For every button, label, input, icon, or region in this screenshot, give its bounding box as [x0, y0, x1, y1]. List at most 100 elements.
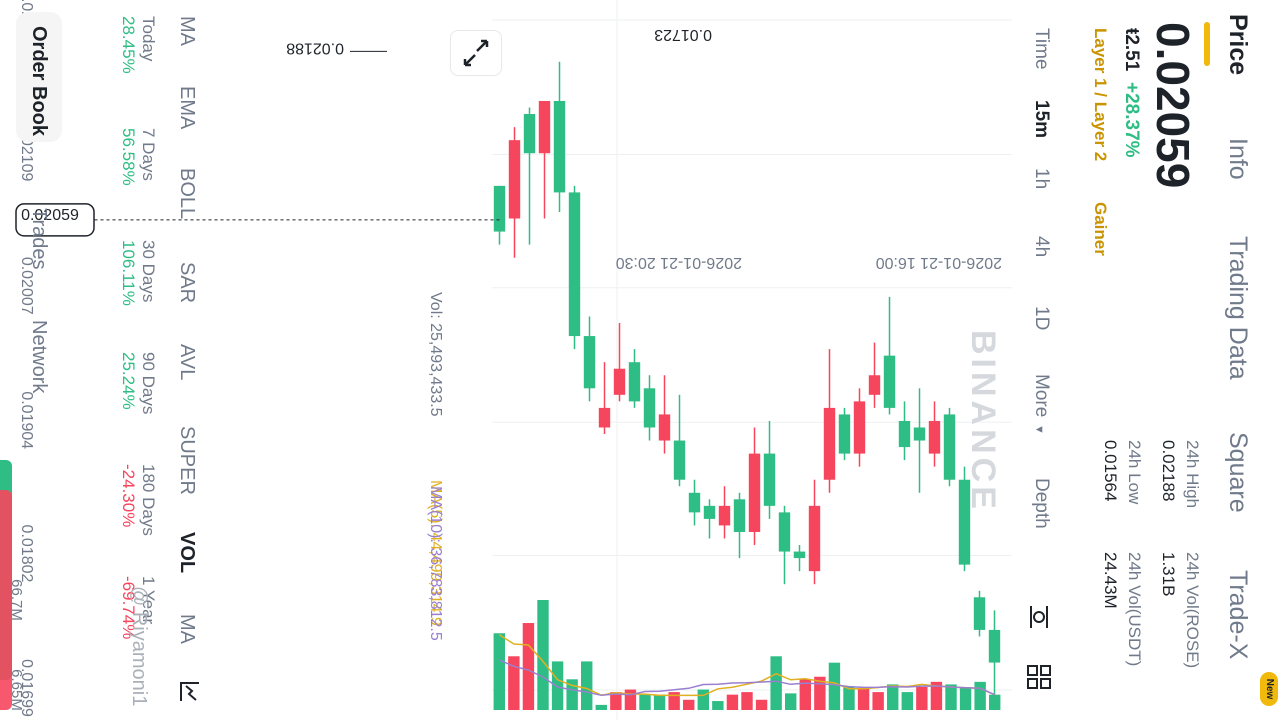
candle-body: [778, 512, 791, 552]
volume-bar: [581, 661, 593, 710]
tab-trades[interactable]: Trades: [28, 208, 50, 270]
timeframe-15m[interactable]: 15m: [1031, 100, 1052, 139]
indicator-sar[interactable]: SAR: [176, 262, 198, 304]
tab-square[interactable]: Square: [1224, 432, 1252, 513]
stat-vol-base-label: 24h Vol(ROSE): [1183, 552, 1202, 669]
time-axis-label: 2026-01-21 20:30: [616, 254, 742, 271]
layout-grid-icon[interactable]: [1026, 664, 1052, 690]
volume-bar: [653, 694, 666, 711]
candle-body: [613, 368, 626, 395]
candle-body: [598, 407, 611, 428]
volume-ma-lines: [498, 634, 996, 697]
stat-vol-quote-label: 24h Vol(USDT): [1125, 552, 1144, 667]
timeframe-1h[interactable]: 1h: [1031, 168, 1052, 190]
tag-gainer[interactable]: Gainer: [1091, 202, 1110, 256]
indicator-bar: MA EMA BOLL SAR AVL SUPER VOL MA: [152, 0, 212, 720]
volume-bar: [566, 679, 578, 710]
timeframe-more[interactable]: More: [1031, 374, 1052, 418]
performance-value: 56.58%: [119, 128, 138, 186]
price-chart[interactable]: BINANCE 0.022120.021090.020070.019040.01…: [2, 0, 1012, 720]
candle-body: [583, 336, 596, 389]
performance-item: 7 Days 56.58%: [118, 128, 158, 186]
sell-button[interactable]: [0, 490, 12, 710]
candle-body: [568, 192, 581, 337]
volume-bar: [828, 662, 841, 711]
indicator-vol[interactable]: VOL: [176, 532, 198, 574]
timeframe-4h[interactable]: 4h: [1031, 236, 1052, 258]
tab-network[interactable]: Network: [28, 320, 50, 394]
candle-body: [763, 453, 776, 506]
candle-body: [913, 427, 926, 441]
performance-value: 25.24%: [119, 352, 138, 410]
volume-ma10-line: [499, 659, 996, 697]
vol-ma10: MA(10): 36,783,812.5: [427, 486, 444, 641]
tab-info[interactable]: Info: [1224, 138, 1252, 180]
volume-bar: [755, 699, 768, 711]
volume-bar: [785, 693, 797, 710]
candle-body: [748, 453, 761, 532]
tab-trading-data[interactable]: Trading Data: [1224, 236, 1252, 380]
indicator-ma[interactable]: MA: [176, 614, 198, 644]
candle-body: [688, 492, 701, 513]
timeframe-1d[interactable]: 1D: [1031, 306, 1052, 331]
volume-bar: [974, 681, 986, 711]
indicator-ema[interactable]: EMA: [176, 86, 198, 130]
indicator-super[interactable]: SUPER: [176, 426, 198, 495]
stat-high: 0.02188: [1159, 440, 1178, 502]
performance-label: Today: [139, 16, 158, 62]
chevron-down-icon[interactable]: ▼: [1033, 424, 1045, 435]
current-price-label: 0.02059: [21, 207, 79, 224]
stat-vol-quote: 24.43M: [1101, 552, 1120, 609]
volume-ma5-line: [498, 634, 996, 697]
performance-label: 7 Days: [139, 128, 158, 181]
performance-item: Today 28.45%: [118, 16, 158, 74]
volume-bar: [959, 686, 972, 711]
volume-bar: [843, 686, 855, 711]
indicator-ma[interactable]: MA: [176, 16, 198, 46]
candle-body: [718, 505, 731, 526]
volume-bar: [610, 692, 622, 710]
volume-bar: [872, 692, 884, 710]
tag-layer[interactable]: Layer 1 / Layer 2: [1091, 28, 1110, 162]
performance-value: 106.11%: [119, 240, 138, 306]
fullscreen-button[interactable]: [450, 30, 502, 76]
volume-bar: [726, 694, 739, 711]
tab-order-book[interactable]: Order Book: [28, 26, 50, 137]
expand-icon: [463, 39, 489, 67]
performance-label: 90 Days: [139, 352, 158, 415]
volume-bar: [508, 656, 520, 710]
tab-price[interactable]: Price: [1224, 14, 1252, 76]
high-marker-label: 0.02188: [286, 39, 344, 56]
candle-body: [493, 185, 506, 232]
volume-bar: [799, 679, 811, 710]
indicator-settings-icon[interactable]: [1026, 604, 1052, 630]
candle-body: [838, 414, 851, 454]
timeframe-depth[interactable]: Depth: [1031, 478, 1052, 529]
indicator-edit-icon[interactable]: [178, 680, 202, 704]
performance-value: 28.45%: [119, 16, 138, 74]
stat-low: 0.01564: [1101, 440, 1120, 502]
timeframe-time[interactable]: Time: [1031, 28, 1052, 70]
volume-bar: [916, 686, 928, 711]
volume-bar: [493, 633, 505, 710]
performance-item: 30 Days 106.11%: [118, 240, 158, 306]
candle-body: [643, 388, 656, 428]
indicator-avl[interactable]: AVL: [176, 344, 198, 381]
volume-bar: [683, 699, 695, 711]
performance-label: 180 Days: [139, 464, 158, 536]
candle-body: [523, 114, 536, 154]
volume-bar: [741, 692, 753, 710]
volume-bar: [668, 692, 680, 710]
volume-bar: [857, 688, 870, 710]
candle-body: [988, 629, 1001, 663]
candle-body: [793, 551, 806, 559]
volume-bar: [814, 676, 826, 711]
chart-watermark: BINANCE: [964, 330, 1002, 513]
low-marker-label: 0.01723: [654, 26, 712, 43]
volume-bar: [930, 681, 943, 711]
price-tick-label: 0.01802: [18, 525, 35, 583]
tab-trade-x[interactable]: Trade-X: [1224, 570, 1252, 660]
candle-body: [808, 505, 821, 572]
indicator-boll[interactable]: BOLL: [176, 168, 198, 220]
